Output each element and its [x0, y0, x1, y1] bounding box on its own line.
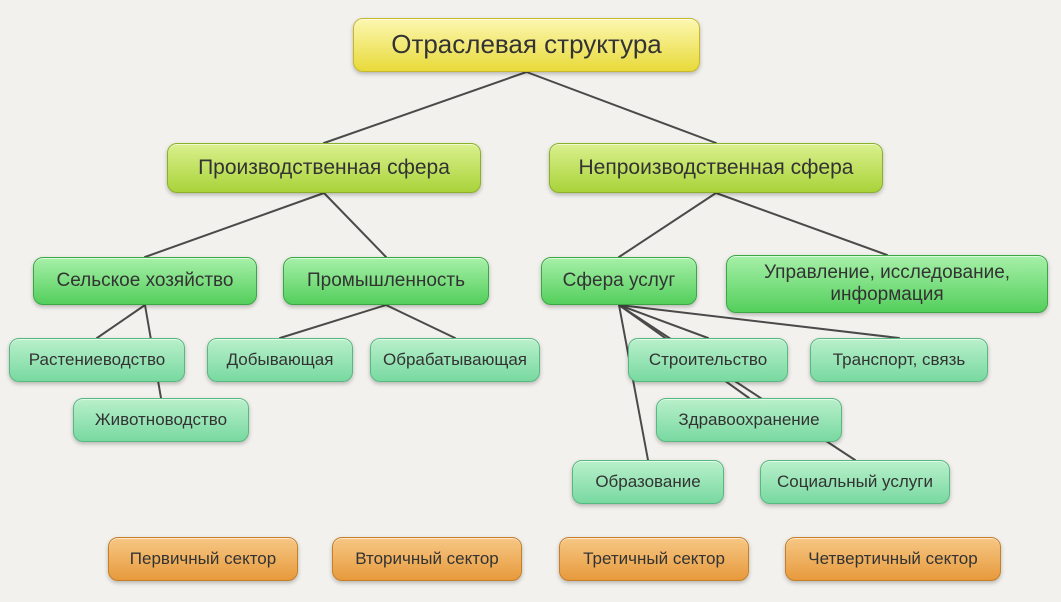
edge-indus-mining: [280, 305, 386, 338]
edge-prod-indus: [324, 193, 386, 257]
edge-root-nonprod: [527, 72, 717, 143]
livestock-label: Животноводство: [84, 410, 238, 430]
agriculture: Сельское хозяйство: [33, 257, 257, 305]
primary-sector: Первичный сектор: [108, 537, 298, 581]
industry-label: Промышленность: [294, 270, 478, 292]
services-sphere-label: Сфера услуг: [552, 270, 686, 292]
primary-sector-label: Первичный сектор: [119, 549, 287, 569]
manufacturing: Обрабатывающая: [370, 338, 540, 382]
agriculture-label: Сельское хозяйство: [44, 270, 246, 292]
tertiary-sector: Третичный сектор: [559, 537, 749, 581]
transport-communication-label: Транспорт, связь: [821, 350, 977, 370]
extractive-industry: Добывающая: [207, 338, 353, 382]
edge-nonprod-mgmt: [716, 193, 887, 255]
tertiary-sector-label: Третичный сектор: [570, 549, 738, 569]
secondary-sector: Вторичный сектор: [332, 537, 522, 581]
crop-production-label: Растениеводство: [20, 350, 174, 370]
edge-root-prod: [324, 72, 527, 143]
social-services: Социальный услуги: [760, 460, 950, 504]
transport-communication: Транспорт, связь: [810, 338, 988, 382]
management-research-info-label: Управление, исследование, информация: [737, 262, 1037, 306]
edge-nonprod-serv: [619, 193, 716, 257]
manufacturing-label: Обрабатывающая: [381, 350, 529, 370]
edge-serv-edu: [619, 305, 648, 460]
education-label: Образование: [583, 472, 713, 492]
root-node: Отраслевая структура: [353, 18, 700, 72]
nonproduction-sphere-label: Непроизводственная сфера: [560, 156, 872, 180]
industry: Промышленность: [283, 257, 489, 305]
production-sphere-label: Производственная сфера: [178, 156, 470, 180]
services-sphere: Сфера услуг: [541, 257, 697, 305]
production-sphere: Производственная сфера: [167, 143, 481, 193]
healthcare-label: Здравоохранение: [667, 410, 831, 430]
construction: Строительство: [628, 338, 788, 382]
construction-label: Строительство: [639, 350, 777, 370]
extractive-industry-label: Добывающая: [218, 350, 342, 370]
secondary-sector-label: Вторичный сектор: [343, 549, 511, 569]
edge-prod-agri: [145, 193, 324, 257]
root-node-label: Отраслевая структура: [364, 30, 689, 60]
crop-production: Растениеводство: [9, 338, 185, 382]
edge-agri-crop: [97, 305, 145, 338]
quaternary-sector: Четвертичный сектор: [785, 537, 1001, 581]
livestock: Животноводство: [73, 398, 249, 442]
diagram-stage: Отраслевая структура Производственная сфе…: [0, 0, 1061, 602]
nonproduction-sphere: Непроизводственная сфера: [549, 143, 883, 193]
education: Образование: [572, 460, 724, 504]
quaternary-sector-label: Четвертичный сектор: [796, 549, 990, 569]
edge-serv-constr: [619, 305, 708, 338]
management-research-info: Управление, исследование, информация: [726, 255, 1048, 313]
social-services-label: Социальный услуги: [771, 472, 939, 492]
healthcare: Здравоохранение: [656, 398, 842, 442]
edge-indus-manuf: [386, 305, 455, 338]
